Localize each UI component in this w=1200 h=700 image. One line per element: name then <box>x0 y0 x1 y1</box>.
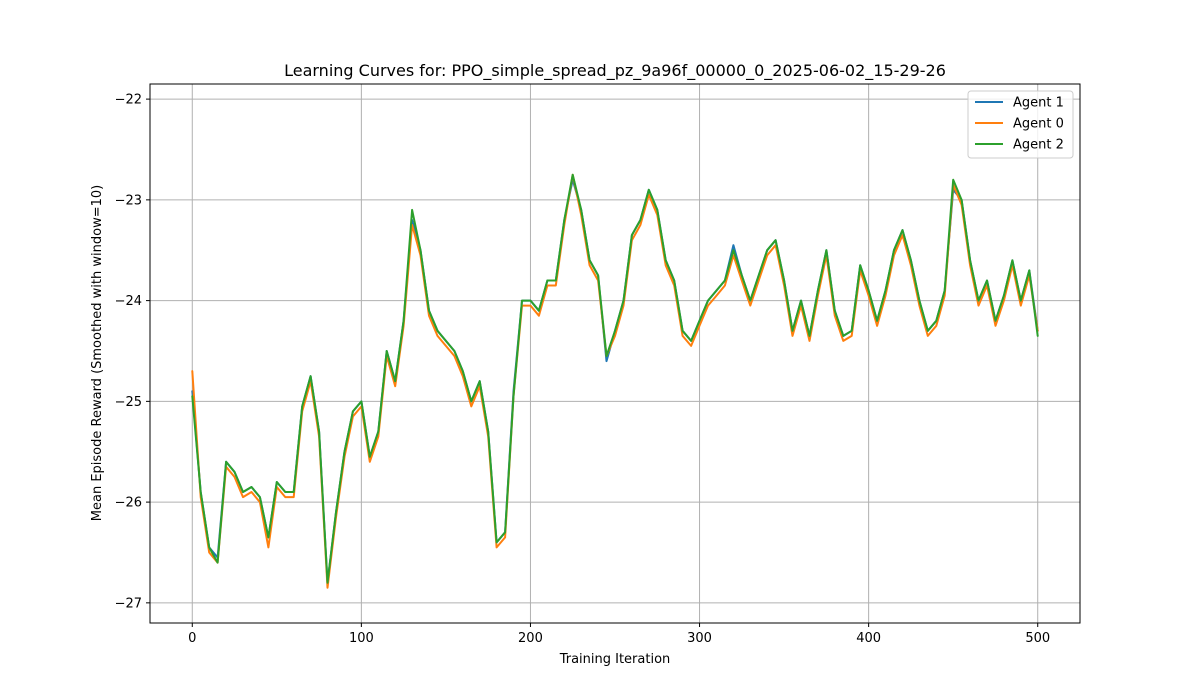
legend-box <box>967 90 1074 159</box>
y-tick-label: −24 <box>115 294 142 309</box>
x-tick-label: 0 <box>188 631 196 646</box>
series-line-agent-2 <box>191 173 1039 584</box>
y-tick-label: −27 <box>115 596 142 611</box>
series-lines <box>191 173 1039 589</box>
y-tick-label: −23 <box>115 193 142 208</box>
x-tick-label: 300 <box>687 631 712 646</box>
x-tick-label: 200 <box>518 631 543 646</box>
legend-label-agent-1: Agent 1 <box>1013 96 1064 111</box>
legend: Agent 1 Agent 0 Agent 2 <box>967 90 1074 159</box>
x-tick-label: 500 <box>1025 631 1050 646</box>
chart-title: Learning Curves for: PPO_simple_spread_p… <box>284 61 946 81</box>
x-ticks: 0 100 200 300 400 500 <box>188 623 1050 646</box>
y-ticks: −27 −26 −25 −24 −23 −22 <box>115 93 150 611</box>
y-axis-label: Mean Episode Reward (Smoothed with windo… <box>90 185 105 521</box>
y-tick-label: −25 <box>115 395 142 410</box>
y-tick-label: −26 <box>115 496 142 511</box>
legend-label-agent-2: Agent 2 <box>1013 138 1064 153</box>
plot-frame <box>149 83 1081 624</box>
y-tick-label: −22 <box>115 93 142 108</box>
legend-label-agent-0: Agent 0 <box>1013 117 1064 132</box>
x-tick-label: 100 <box>349 631 374 646</box>
x-axis-label: Training Iteration <box>559 652 671 667</box>
x-tick-label: 400 <box>856 631 881 646</box>
